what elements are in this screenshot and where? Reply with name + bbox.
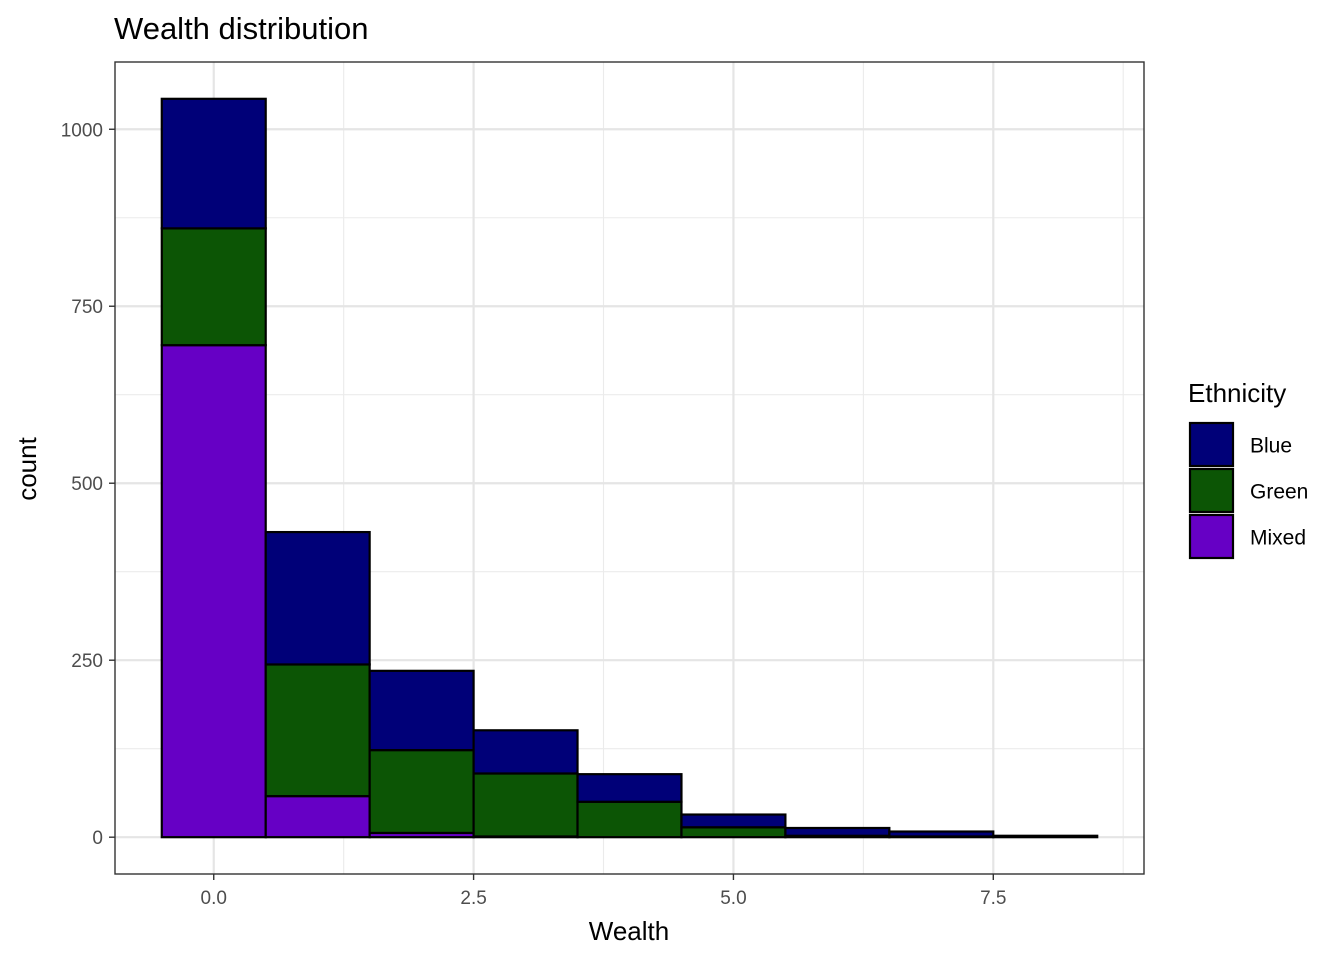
x-tick-label: 5.0 — [720, 888, 746, 909]
bar-segment-blue — [680, 813, 787, 829]
bar-segment-blue — [576, 773, 683, 803]
bar-segment-blue — [784, 826, 891, 837]
bar-segment-blue — [992, 834, 1099, 839]
legend: Ethnicity Blue Green Mixed — [1188, 378, 1308, 560]
bar-segment-blue — [160, 97, 267, 230]
bar-segment-blue — [264, 530, 371, 666]
x-tick-label: 2.5 — [460, 888, 486, 909]
y-tick-label: 250 — [71, 651, 103, 672]
bar-segment-green — [576, 800, 683, 839]
bar-segment-mixed — [160, 344, 267, 839]
bar-segment-mixed — [264, 795, 371, 839]
legend-label-blue: Blue — [1250, 435, 1292, 458]
bar-segment-green — [680, 826, 787, 839]
y-tick-label: 0 — [92, 828, 103, 849]
y-tick-label: 750 — [71, 297, 103, 318]
plot-panel-border — [114, 61, 1145, 875]
bar-segment-green — [264, 663, 371, 798]
x-axis: 0.0 2.5 5.0 7.5 — [201, 874, 1006, 909]
legend-key-mixed — [1188, 513, 1235, 560]
y-tick-label: 500 — [71, 474, 103, 495]
x-tick-label: 0.0 — [201, 888, 227, 909]
y-axis: 0 250 500 750 1000 — [61, 120, 115, 849]
legend-label-mixed: Mixed — [1250, 527, 1306, 550]
chart-title: Wealth distribution — [114, 11, 368, 46]
bar-segment-blue — [472, 729, 579, 775]
legend-label-green: Green — [1250, 481, 1308, 504]
legend-key-green — [1188, 467, 1235, 514]
bar-segment-blue — [368, 669, 475, 752]
x-axis-title: Wealth — [589, 916, 669, 946]
bar-segment-green — [160, 227, 267, 347]
y-tick-label: 1000 — [61, 120, 103, 141]
bar-segment-green — [472, 772, 579, 838]
x-tick-label: 7.5 — [980, 888, 1006, 909]
bar-segment-blue — [888, 830, 995, 838]
legend-key-blue — [1188, 421, 1235, 468]
legend-title: Ethnicity — [1188, 378, 1286, 408]
bars — [160, 97, 1099, 839]
bar-segment-green — [368, 749, 475, 835]
y-axis-title: count — [12, 436, 42, 500]
